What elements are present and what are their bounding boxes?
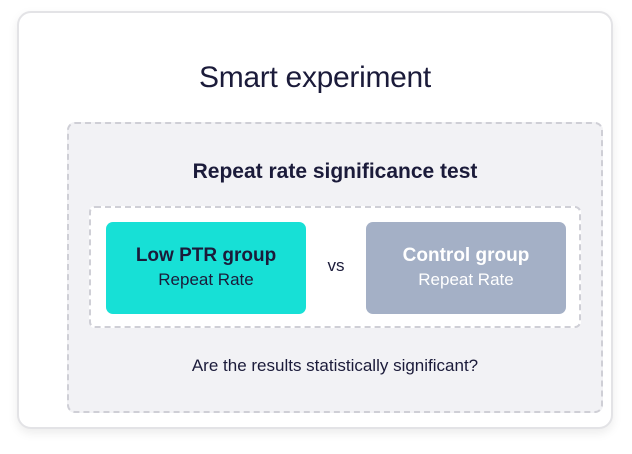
significance-test-panel: Repeat rate significance test Low PTR gr… (67, 122, 603, 413)
control-group-box: Control group Repeat Rate (366, 222, 566, 314)
experiment-card: Smart experiment Repeat rate significanc… (17, 11, 613, 429)
significance-question: Are the results statistically significan… (191, 356, 479, 375)
low-ptr-group-name: Low PTR group (135, 245, 277, 266)
control-group-metric: Repeat Rate (418, 270, 514, 289)
low-ptr-group-box: Low PTR group Repeat Rate (106, 222, 306, 314)
test-title: Repeat rate significance test (192, 160, 478, 183)
card-title: Smart experiment (199, 61, 431, 94)
control-group-name: Control group (402, 245, 530, 266)
low-ptr-group-metric: Repeat Rate (158, 270, 254, 289)
comparison-box: Low PTR group Repeat Rate vs Control gro… (89, 206, 581, 328)
vs-label: vs (327, 256, 345, 275)
